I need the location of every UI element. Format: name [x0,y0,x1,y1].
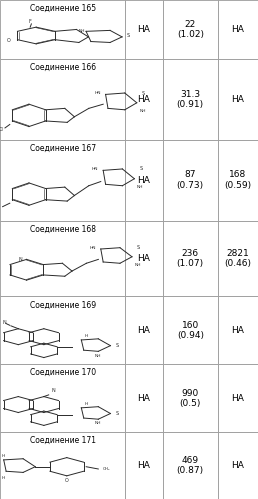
Text: НА: НА [232,25,244,34]
Bar [163,0,218,59]
Bar [125,140,163,221]
Text: NH: NH [78,29,85,33]
Bar [163,140,218,221]
Text: N: N [18,257,22,262]
Text: Соединение 166: Соединение 166 [29,63,96,72]
Text: 236
(1.07): 236 (1.07) [177,249,204,268]
Text: N: N [51,388,55,393]
Text: Соединение 171: Соединение 171 [30,436,95,445]
Bar [163,296,218,364]
Text: Соединение 169: Соединение 169 [29,300,96,309]
Text: НА: НА [138,176,150,185]
Bar [218,0,258,59]
Bar [163,432,218,499]
Text: НА: НА [138,461,150,470]
Bar [218,432,258,499]
Text: HN: HN [94,91,101,95]
Bar [0,364,125,432]
Bar [0,140,125,221]
Text: 990
(0.5): 990 (0.5) [180,389,201,408]
Bar [125,296,163,364]
Text: Соединение 167: Соединение 167 [29,144,96,153]
Bar [0,432,125,499]
Text: NH: NH [134,262,141,266]
Text: НА: НА [138,326,150,335]
Bar [0,0,125,59]
Text: 31.3
(0.91): 31.3 (0.91) [177,90,204,109]
Text: S: S [115,411,118,416]
Text: 168
(0.59): 168 (0.59) [224,171,252,190]
Text: H: H [2,454,5,458]
Text: НА: НА [138,254,150,263]
Bar [125,59,163,140]
Bar [218,59,258,140]
Text: НА: НА [232,394,244,403]
Bar [0,296,125,364]
Text: HN: HN [90,246,96,250]
Bar [125,432,163,499]
Bar [0,59,125,140]
Bar [125,364,163,432]
Text: Соединение 165: Соединение 165 [29,4,96,13]
Text: НА: НА [138,25,150,34]
Text: НА: НА [232,326,244,335]
Text: F: F [29,19,31,24]
Text: O: O [65,478,69,483]
Bar [125,221,163,296]
Bar [125,0,163,59]
Text: НА: НА [232,95,244,104]
Text: Соединение 168: Соединение 168 [30,225,95,234]
Bar [0,221,125,296]
Text: 160
(0.94): 160 (0.94) [177,321,204,340]
Text: S: S [139,167,142,172]
Text: НА: НА [138,95,150,104]
Bar [218,296,258,364]
Bar [218,364,258,432]
Text: NH: NH [137,185,143,189]
Text: H: H [2,476,5,480]
Text: NH: NH [95,422,102,426]
Text: S: S [142,90,145,95]
Text: 87
(0.73): 87 (0.73) [177,171,204,190]
Text: S: S [137,245,140,250]
Text: NH: NH [139,109,146,113]
Text: H: H [85,334,88,338]
Text: НА: НА [138,394,150,403]
Text: 22
(1.02): 22 (1.02) [177,20,204,39]
Text: 2821
(0.46): 2821 (0.46) [224,249,252,268]
Bar [163,364,218,432]
Text: НА: НА [232,461,244,470]
Text: HN: HN [92,167,98,171]
Text: Cl: Cl [0,127,4,132]
Text: S: S [115,343,118,348]
Text: 469
(0.87): 469 (0.87) [177,456,204,475]
Bar [163,221,218,296]
Text: CH₃: CH₃ [103,467,111,471]
Bar [218,140,258,221]
Text: N: N [2,320,6,325]
Text: O: O [7,37,11,42]
Text: H: H [85,402,88,406]
Text: S: S [127,33,130,38]
Text: Соединение 170: Соединение 170 [29,368,96,377]
Bar [218,221,258,296]
Bar [163,59,218,140]
Text: NH: NH [95,354,102,358]
